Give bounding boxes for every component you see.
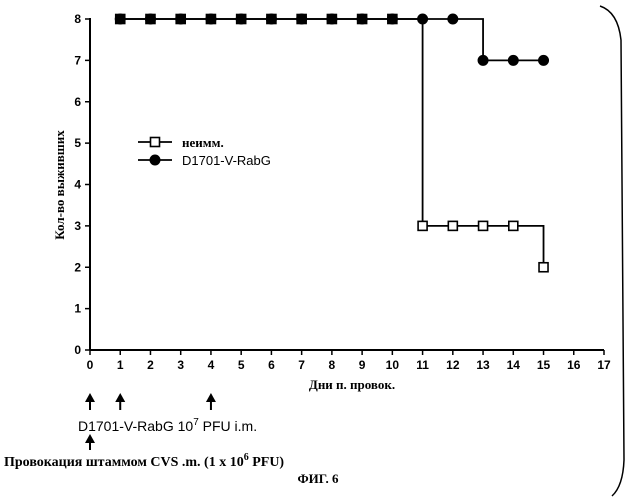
immunization-suffix: PFU i.m.: [199, 418, 257, 434]
x-tick-label: 12: [446, 358, 460, 372]
y-tick-label: 5: [74, 136, 81, 150]
series-2-point: [478, 55, 488, 65]
series-2-point: [206, 14, 216, 24]
series-1-point: [539, 263, 548, 272]
series-2-point: [145, 14, 155, 24]
challenge-arrow-head: [85, 434, 95, 443]
x-tick-label: 4: [208, 358, 215, 372]
x-tick-label: 5: [238, 358, 245, 372]
x-tick-label: 9: [359, 358, 366, 372]
y-tick-label: 0: [74, 343, 81, 357]
series-2-point: [176, 14, 186, 24]
x-tick-label: 0: [87, 358, 94, 372]
y-tick-label: 3: [74, 219, 81, 233]
axes: 01234567801234567891011121314151617: [74, 12, 611, 372]
x-tick-label: 15: [537, 358, 551, 372]
figure-caption: ФИГ. 6: [297, 471, 339, 486]
plot-area: [115, 14, 548, 272]
legend-marker-1: [151, 138, 160, 147]
series-2-point: [357, 14, 367, 24]
series-2-point: [297, 14, 307, 24]
y-tick-label: 1: [74, 302, 81, 316]
x-tick-label: 11: [416, 358, 429, 372]
x-axis-label: Дни п. провок.: [309, 377, 395, 392]
series-2-point: [115, 14, 125, 24]
y-tick-label: 6: [74, 95, 81, 109]
series-2-point: [448, 14, 458, 24]
series-2-point: [539, 55, 549, 65]
immunization-arrow-head: [206, 393, 216, 402]
series-2-point: [266, 14, 276, 24]
x-tick-label: 17: [597, 358, 611, 372]
x-tick-label: 10: [386, 358, 400, 372]
x-tick-label: 2: [147, 358, 154, 372]
y-tick-label: 7: [74, 53, 81, 67]
immunization-label: D1701-V-RabG 107 PFU i.m.: [78, 417, 257, 434]
right-bracket: [600, 6, 624, 496]
x-tick-label: 16: [567, 358, 581, 372]
series-2-point: [387, 14, 397, 24]
annotations: D1701-V-RabG 107 PFU i.m. Провокация шта…: [4, 393, 284, 470]
challenge-text: Провокация штаммом CVS .m. (1 x 10: [4, 455, 244, 470]
series-2-point: [327, 14, 337, 24]
series-1-point: [418, 221, 427, 230]
immunization-text: D1701-V-RabG 10: [78, 418, 193, 434]
x-tick-label: 7: [298, 358, 305, 372]
series-1-point: [509, 221, 518, 230]
series-1-point: [448, 221, 457, 230]
x-tick-label: 14: [507, 358, 521, 372]
series-2-point: [236, 14, 246, 24]
y-tick-label: 8: [74, 12, 81, 26]
challenge-suffix: PFU): [249, 455, 285, 470]
x-tick-label: 3: [177, 358, 184, 372]
x-tick-label: 6: [268, 358, 275, 372]
x-tick-label: 13: [476, 358, 490, 372]
y-tick-label: 4: [74, 178, 81, 192]
immunization-arrow-head: [85, 393, 95, 402]
series-2-point: [508, 55, 518, 65]
series-1-point: [479, 221, 488, 230]
legend-label-2: D1701-V-RabG: [182, 153, 271, 168]
y-axis-label: Кол-во выживших: [52, 130, 67, 240]
immunization-arrow-head: [115, 393, 125, 402]
x-tick-label: 1: [117, 358, 124, 372]
series-line-2: [120, 19, 543, 60]
x-tick-label: 8: [329, 358, 336, 372]
legend-label-1: неимм.: [182, 135, 224, 150]
challenge-label: Провокация штаммом CVS .m. (1 x 106 PFU): [4, 452, 284, 470]
legend-marker-2: [150, 155, 160, 165]
series-2-point: [418, 14, 428, 24]
legend: неимм. D1701-V-RabG: [138, 135, 271, 168]
y-tick-label: 2: [74, 260, 81, 274]
